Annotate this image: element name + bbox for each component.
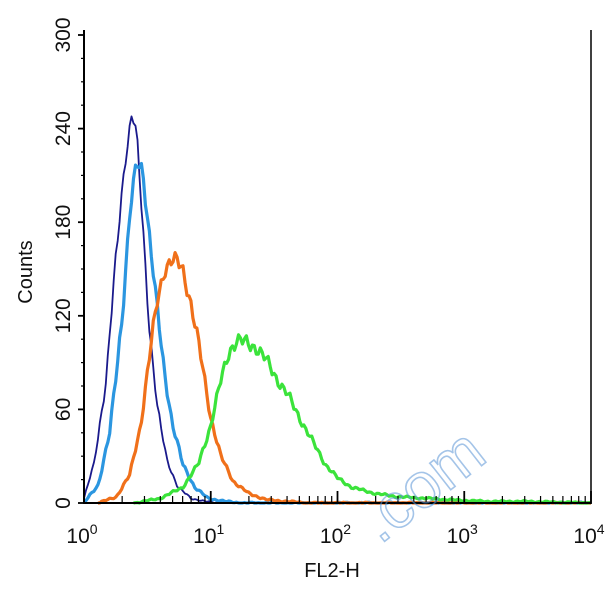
x-tick-label: 101 bbox=[193, 521, 224, 548]
series-line-4 bbox=[133, 333, 592, 505]
x-tick-label: 104 bbox=[573, 521, 604, 548]
series-layer bbox=[82, 115, 592, 505]
series-line-3 bbox=[97, 251, 591, 505]
y-tick-label: 240 bbox=[52, 111, 75, 146]
x-tick-label: 103 bbox=[447, 521, 478, 548]
y-tick-label: 0 bbox=[52, 497, 75, 509]
y-tick-label: 180 bbox=[52, 205, 75, 240]
x-tick-label: 100 bbox=[66, 521, 97, 548]
x-tick-label: 102 bbox=[320, 521, 351, 548]
x-axis-title: FL2-H bbox=[304, 560, 360, 582]
series-line-2 bbox=[82, 161, 592, 505]
axes: 100 101 102 103 104 0 60 120 180 240 300 bbox=[52, 17, 605, 548]
y-tick-label: 120 bbox=[52, 298, 75, 333]
y-axis-title: Counts bbox=[15, 240, 37, 303]
series-line-1 bbox=[83, 115, 592, 504]
y-tick-label: 300 bbox=[52, 17, 75, 52]
y-tick-label: 60 bbox=[52, 398, 75, 421]
